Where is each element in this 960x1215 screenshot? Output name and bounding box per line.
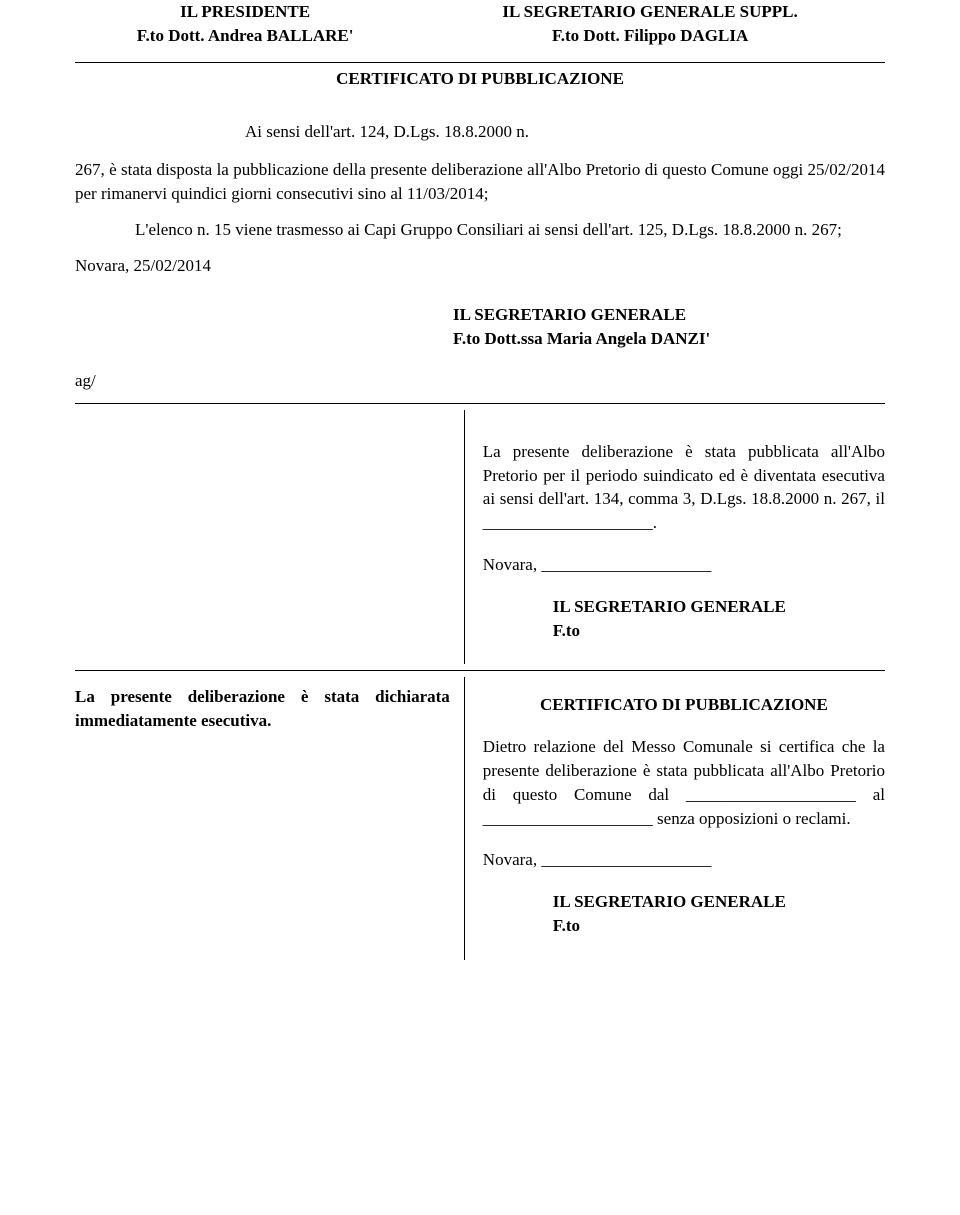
signature-main: IL SEGRETARIO GENERALE F.to Dott.ssa Mar… xyxy=(453,303,885,351)
header-right: IL SEGRETARIO GENERALE SUPPL. F.to Dott.… xyxy=(415,0,885,48)
two-column-region-1: La presente deliberazione è stata pubbli… xyxy=(75,410,885,665)
header-left: IL PRESIDENTE F.to Dott. Andrea BALLARE' xyxy=(75,0,415,48)
right-sig-2: IL SEGRETARIO GENERALE F.to xyxy=(553,890,885,938)
certificate-title: CERTIFICATO DI PUBBLICAZIONE xyxy=(75,67,885,91)
col-right-1: La presente deliberazione è stata pubbli… xyxy=(464,410,885,665)
right-para-1: La presente deliberazione è stata pubbli… xyxy=(483,440,885,535)
right-sig-1-title: IL SEGRETARIO GENERALE xyxy=(553,595,885,619)
ag-label: ag/ xyxy=(75,369,885,393)
right-para-2: Dietro relazione del Messo Comunale si c… xyxy=(483,735,885,830)
divider-top xyxy=(75,62,885,63)
intro-line: Ai sensi dell'art. 124, D.Lgs. 18.8.2000… xyxy=(245,120,885,144)
col-left-2: La presente deliberazione è stata dichia… xyxy=(75,677,464,959)
left-para: La presente deliberazione è stata dichia… xyxy=(75,685,450,733)
divider-mid-1 xyxy=(75,403,885,404)
secretary-name: F.to Dott. Filippo DAGLIA xyxy=(415,24,885,48)
signature-main-title: IL SEGRETARIO GENERALE xyxy=(453,303,885,327)
president-name: F.to Dott. Andrea BALLARE' xyxy=(75,24,415,48)
col-left-empty xyxy=(75,410,464,665)
body-text: 267, è stata disposta la pubblicazione d… xyxy=(75,158,885,206)
elenco-text: L'elenco n. 15 viene trasmesso ai Capi G… xyxy=(75,218,885,242)
right-sig-1-name: F.to xyxy=(553,619,885,643)
president-title: IL PRESIDENTE xyxy=(75,0,415,24)
right-novara-1: Novara, ____________________ xyxy=(483,553,885,577)
right-sig-2-title: IL SEGRETARIO GENERALE xyxy=(553,890,885,914)
two-column-region-2: La presente deliberazione è stata dichia… xyxy=(75,677,885,959)
signature-main-name: F.to Dott.ssa Maria Angela DANZI' xyxy=(453,327,885,351)
header-row: IL PRESIDENTE F.to Dott. Andrea BALLARE'… xyxy=(75,0,885,48)
col-right-2: CERTIFICATO DI PUBBLICAZIONE Dietro rela… xyxy=(464,677,885,959)
cert-title-2: CERTIFICATO DI PUBBLICAZIONE xyxy=(483,693,885,717)
divider-mid-2 xyxy=(75,670,885,671)
right-novara-2: Novara, ____________________ xyxy=(483,848,885,872)
novara-date: Novara, 25/02/2014 xyxy=(75,254,885,278)
right-sig-1: IL SEGRETARIO GENERALE F.to xyxy=(553,595,885,643)
right-sig-2-name: F.to xyxy=(553,914,885,938)
secretary-title: IL SEGRETARIO GENERALE SUPPL. xyxy=(415,0,885,24)
